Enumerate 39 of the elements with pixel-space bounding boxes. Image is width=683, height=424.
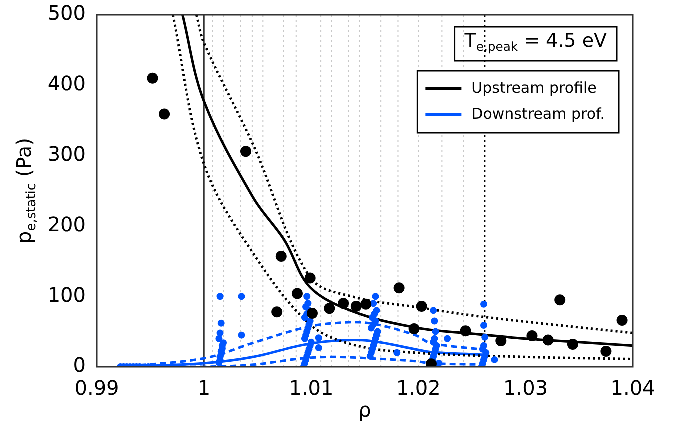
y-tick-label: 300 [48,142,86,166]
point [567,338,578,350]
point [542,334,554,346]
point [496,335,507,346]
x-tick-label: 1.01 [289,376,334,400]
point [554,294,566,306]
x-axis-title: ρ [358,398,372,422]
point [324,303,336,314]
y-tick-label: 0 [73,353,86,378]
x-tick-label: 1 [198,376,211,400]
point [460,326,472,337]
point [600,346,612,358]
x-tick-label: 0.99 [74,376,120,400]
y-axis-title: pe,static (Pa) [12,138,40,244]
point [304,272,316,284]
point [408,323,420,334]
legend-label: Downstream prof. [472,104,606,123]
point [292,288,303,300]
point [272,306,283,318]
point [147,72,158,84]
x-tick-label: 1.04 [610,376,656,400]
point [276,250,287,262]
point [240,146,252,158]
y-tick-label: 500 [48,1,86,26]
x-tick-label: 1.03 [504,376,548,400]
y-tick-label: 100 [48,282,86,307]
point [526,330,538,342]
point [360,298,372,310]
y-tick-label: 200 [48,212,86,236]
point [338,298,350,310]
point [416,300,428,312]
point [394,282,405,294]
point [159,108,170,120]
point [306,308,318,319]
point [350,300,362,312]
y-tick-label: 400 [48,72,86,96]
x-tick-label: 1.02 [396,376,441,400]
legend-label: Upstream profile [472,78,597,97]
point [616,315,628,326]
